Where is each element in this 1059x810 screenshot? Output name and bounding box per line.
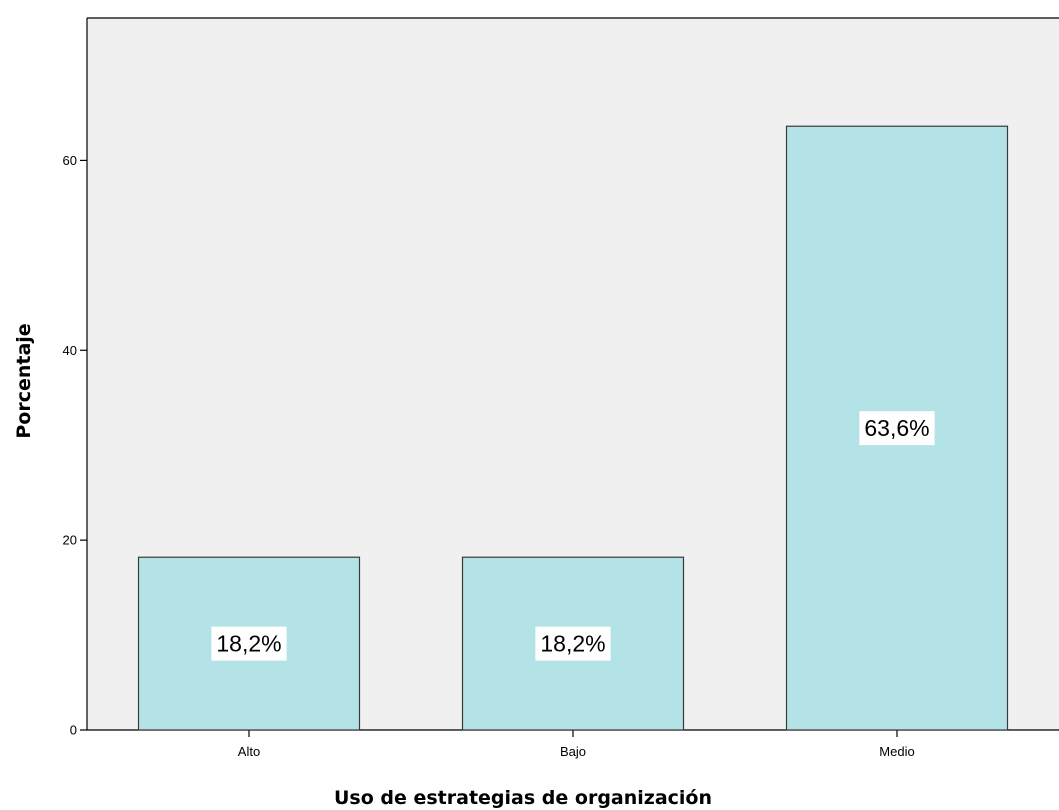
- data-label: 18,2%: [211, 626, 287, 661]
- data-label-text: 18,2%: [540, 631, 605, 657]
- data-label-box: [859, 411, 935, 446]
- y-axis-title: Porcentaje: [13, 323, 35, 438]
- data-label: 63,6%: [859, 411, 935, 446]
- x-axis-title: Uso de estrategias de organización: [334, 787, 712, 809]
- data-label-box: [211, 626, 287, 661]
- y-tick-label: 20: [63, 533, 77, 548]
- data-label: 18,2%: [535, 626, 611, 661]
- data-labels: 18,2% 18,2% 63,6%: [211, 411, 935, 661]
- y-tick-label: 0: [70, 723, 77, 738]
- y-axis: 0 20 40 60: [63, 17, 1059, 738]
- x-tick-label: Alto: [238, 744, 260, 759]
- y-tick-label: 40: [63, 343, 77, 358]
- data-label-text: 63,6%: [864, 415, 929, 441]
- x-tick-label: Medio: [879, 744, 914, 759]
- data-label-box: [535, 626, 611, 661]
- x-tick-label: Bajo: [560, 744, 586, 759]
- y-tick-label: 60: [63, 153, 77, 168]
- x-axis: Alto Bajo Medio: [87, 729, 1059, 759]
- data-label-text: 18,2%: [216, 631, 281, 657]
